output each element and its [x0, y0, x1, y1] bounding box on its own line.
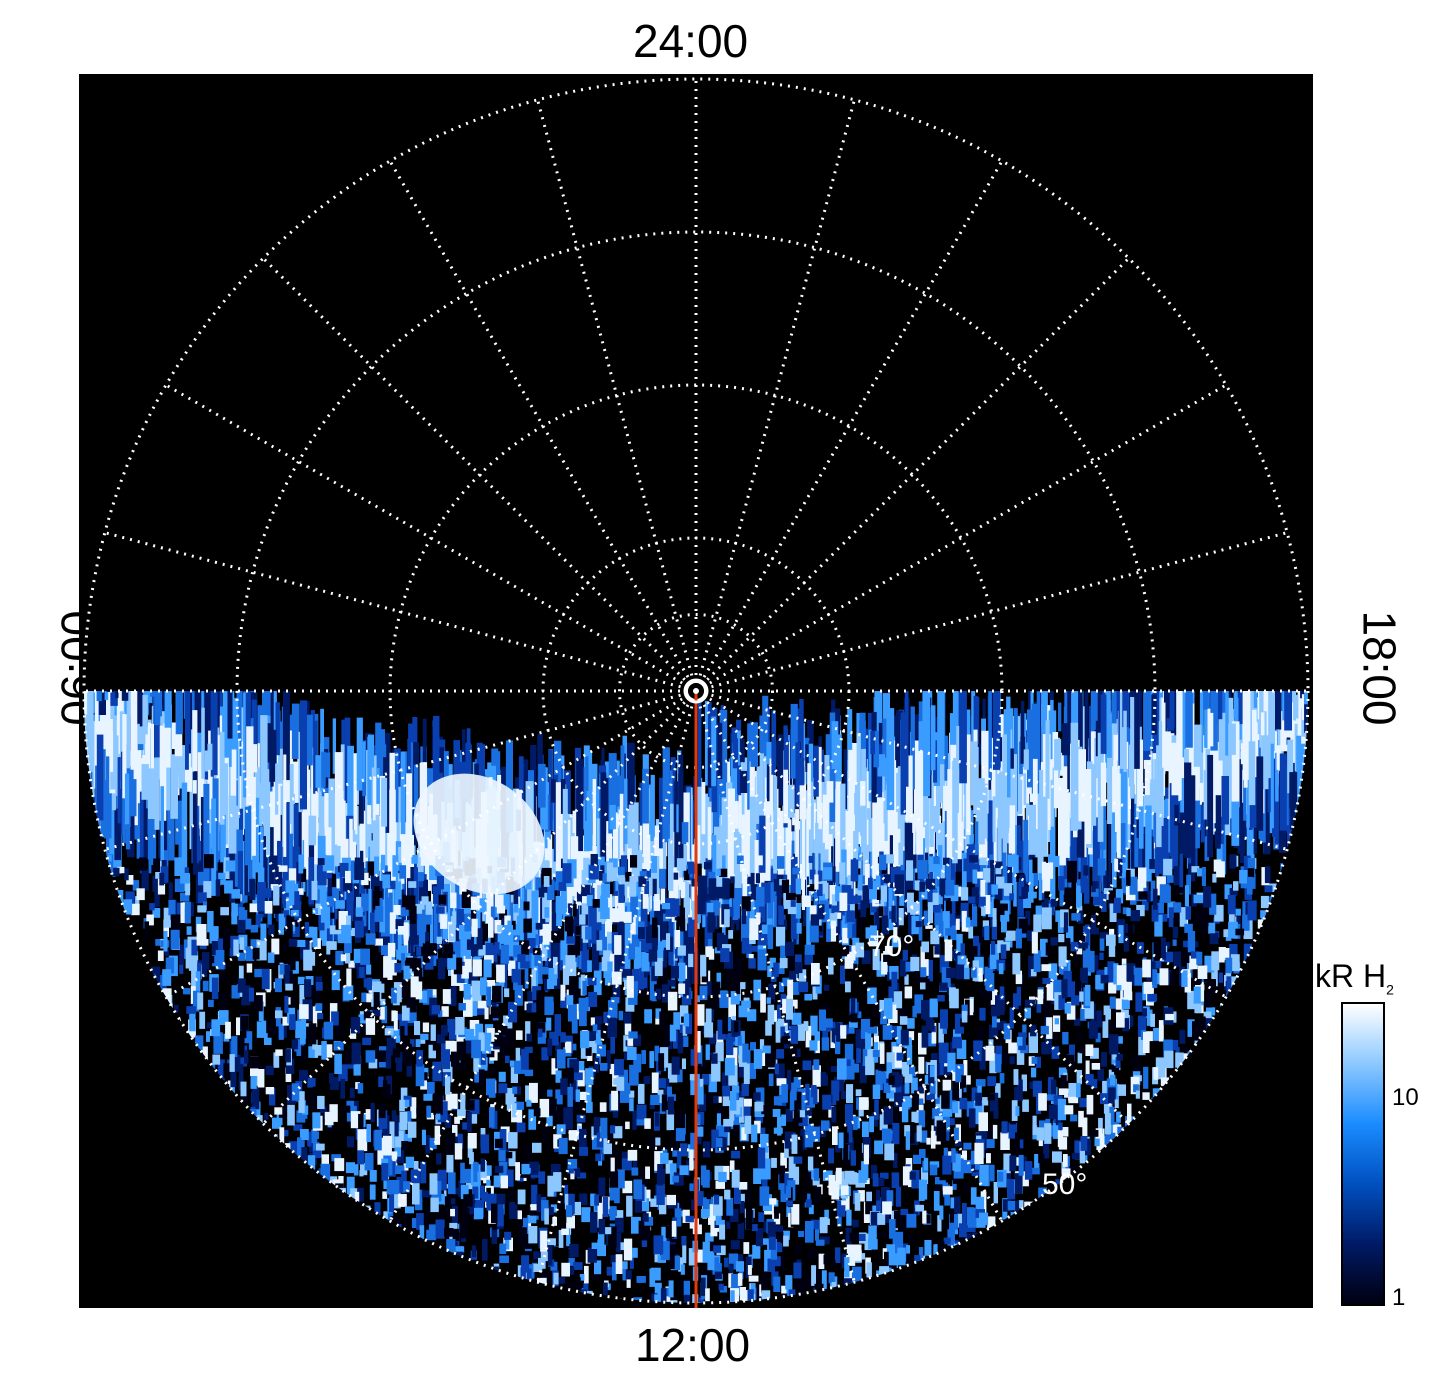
longitude-line [694, 690, 856, 1283]
longitude-line [695, 689, 1227, 999]
colorbar-tick-10: 10 [1392, 1084, 1419, 1111]
lat-label-50: 50° [1042, 1168, 1087, 1201]
local-time-label-1200: 12:00 [635, 1319, 751, 1371]
lat-label-70: 70° [869, 930, 914, 963]
longitude-line [104, 531, 697, 693]
colorbar-tick-1: 1 [1392, 1284, 1406, 1311]
longitude-line [694, 257, 1130, 693]
longitude-line [165, 383, 697, 693]
longitude-line [104, 689, 697, 851]
latitude-circle [618, 613, 774, 769]
longitude-line [695, 531, 1288, 693]
local-time-label-2400: 24:00 [633, 15, 749, 67]
longitude-line [694, 690, 1004, 1222]
longitude-line [695, 689, 1288, 851]
longitude-line [262, 257, 698, 693]
polar-map-svg: 70° 50° [82, 77, 1310, 1308]
longitude-line [262, 689, 698, 1125]
longitude-line [695, 383, 1227, 693]
colorbar [1341, 1002, 1385, 1306]
pole-marker [683, 678, 709, 704]
longitude-line [694, 160, 1004, 692]
longitude-line [388, 160, 698, 692]
local-time-label-1800: 18:00 [1353, 610, 1406, 726]
longitude-line [388, 690, 698, 1222]
pole-marker-dot [693, 688, 699, 694]
longitude-line [165, 689, 697, 999]
polar-auroral-map: 70° 50° [79, 74, 1313, 1308]
colorbar-title: kR H2 [1315, 958, 1394, 998]
longitude-line [536, 690, 698, 1283]
longitude-line [694, 99, 856, 692]
longitude-line [536, 99, 698, 692]
